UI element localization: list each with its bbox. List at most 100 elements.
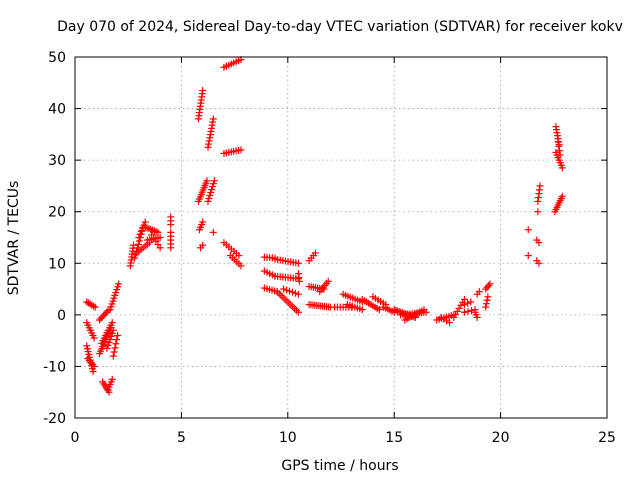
data-point: [558, 164, 566, 172]
data-point: [237, 262, 245, 270]
data-point: [475, 288, 483, 296]
data-point: [90, 302, 98, 310]
data-point: [109, 352, 117, 360]
data-point: [209, 228, 217, 236]
data-point: [134, 240, 142, 248]
data-point: [108, 375, 116, 383]
data-point: [167, 221, 175, 229]
data-point: [109, 326, 117, 334]
data-point: [534, 208, 542, 216]
data-point: [288, 288, 296, 296]
data-point: [558, 192, 566, 200]
data-point: [446, 319, 454, 327]
y-tick-label: 10: [48, 256, 66, 272]
data-point: [114, 331, 122, 339]
data-point: [106, 335, 114, 343]
data-point: [485, 282, 493, 290]
data-point: [103, 344, 111, 352]
axis-ticks: 0 5 10 15 20 25 -20 -10 0 10 20 30 40 50: [43, 50, 616, 446]
data-point: [294, 290, 302, 298]
data-point: [524, 226, 532, 234]
data-point: [156, 244, 164, 252]
data-point: [156, 234, 164, 241]
data-point: [209, 180, 217, 188]
data-point: [199, 87, 207, 95]
data-point: [113, 336, 121, 344]
data-point: [554, 138, 562, 146]
data-point: [89, 368, 97, 376]
data-point: [115, 280, 123, 288]
data-point: [208, 186, 216, 194]
data-point: [486, 280, 494, 288]
y-tick-label: -10: [43, 359, 66, 375]
data-point: [375, 306, 383, 314]
data-point: [108, 319, 116, 327]
data-point: [464, 299, 472, 307]
x-tick-label: 10: [279, 430, 297, 446]
data-point: [467, 298, 475, 306]
data-point: [199, 241, 207, 249]
data-point: [324, 277, 332, 285]
data-point: [536, 182, 544, 190]
data-point: [555, 147, 563, 155]
data-point: [110, 348, 118, 356]
data-point: [468, 307, 476, 315]
data-point: [294, 308, 302, 316]
grid-lines: [75, 57, 607, 418]
data-point: [91, 303, 99, 311]
data-point: [482, 303, 490, 311]
plot-frame: [74, 56, 608, 419]
data-point: [135, 234, 143, 241]
y-tick-label: -20: [43, 411, 66, 427]
chart-title: Day 070 of 2024, Sidereal Day-to-day VTE…: [57, 19, 623, 35]
data-point: [280, 285, 288, 293]
data-point: [555, 142, 563, 150]
data-point: [286, 287, 294, 295]
data-point: [104, 341, 112, 349]
y-tick-label: 30: [48, 153, 66, 169]
data-point: [460, 301, 468, 309]
y-axis-label: SDTVAR / TECUs: [6, 181, 22, 296]
data-points: [83, 56, 566, 396]
data-point: [535, 259, 543, 267]
data-point: [108, 329, 116, 337]
data-point: [291, 289, 299, 297]
data-point: [207, 189, 215, 197]
data-point: [136, 230, 144, 238]
data-point: [283, 286, 291, 294]
data-point: [105, 338, 113, 346]
data-point: [358, 306, 366, 314]
data-point: [132, 251, 140, 259]
data-point: [482, 300, 490, 308]
x-axis-label: GPS time / hours: [281, 458, 398, 474]
x-tick-label: 20: [492, 430, 510, 446]
data-point: [535, 239, 543, 247]
y-tick-label: 0: [57, 308, 66, 324]
data-point: [205, 194, 213, 202]
data-point: [137, 227, 145, 235]
data-point: [235, 252, 243, 260]
data-point: [483, 296, 491, 304]
data-point: [473, 313, 481, 321]
data-point: [311, 249, 319, 257]
data-point: [199, 218, 207, 226]
data-point: [204, 197, 212, 205]
data-point: [130, 241, 138, 249]
x-tick-label: 0: [71, 430, 80, 446]
data-point: [556, 151, 564, 159]
data-point: [209, 183, 217, 191]
y-tick-label: 50: [48, 50, 66, 66]
data-point: [167, 244, 175, 252]
data-point: [203, 177, 211, 185]
data-point: [294, 259, 302, 267]
data-point: [90, 334, 98, 342]
data-point: [296, 277, 304, 285]
data-point: [460, 308, 468, 316]
data-point: [107, 332, 115, 340]
y-tick-label: 40: [48, 102, 66, 118]
data-point: [131, 254, 139, 262]
data-point: [103, 308, 111, 316]
data-point: [206, 192, 214, 200]
data-point: [210, 177, 218, 185]
